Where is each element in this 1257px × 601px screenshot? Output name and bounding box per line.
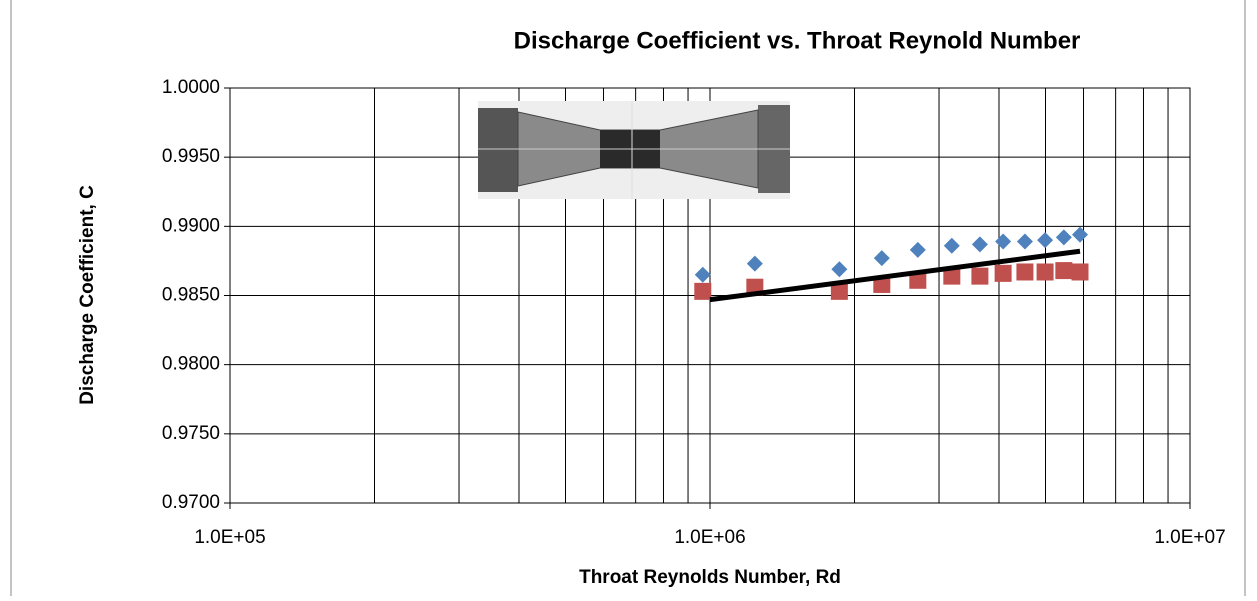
y-axis-title: Discharge Coefficient, C [77, 185, 98, 405]
x-tick-label: 1.0E+05 [194, 527, 265, 548]
square-point [1037, 263, 1054, 280]
square-point [995, 265, 1012, 282]
y-tick-label: 0.9750 [162, 423, 220, 444]
square-point [971, 268, 988, 285]
image-part [478, 108, 518, 192]
y-tick-label: 0.9900 [162, 215, 220, 236]
y-tick-label: 0.9850 [162, 285, 220, 306]
y-tick-label: 1.0000 [162, 77, 220, 98]
nozzle-image [478, 101, 790, 199]
y-tick-label: 0.9800 [162, 354, 220, 375]
square-point [1072, 263, 1089, 280]
square-point [1016, 263, 1033, 280]
x-axis-title: Throat Reynolds Number, Rd [579, 567, 841, 588]
x-tick-label: 1.0E+07 [1154, 527, 1225, 548]
chart: Discharge Coefficient vs. Throat Reynold… [0, 0, 1257, 596]
x-tick-label: 1.0E+06 [674, 527, 745, 548]
y-tick-label: 0.9950 [162, 146, 220, 167]
y-tick-label: 0.9700 [162, 492, 220, 513]
square-point [1055, 262, 1072, 279]
chart-title: Discharge Coefficient vs. Throat Reynold… [514, 27, 1081, 54]
square-point [694, 283, 711, 300]
